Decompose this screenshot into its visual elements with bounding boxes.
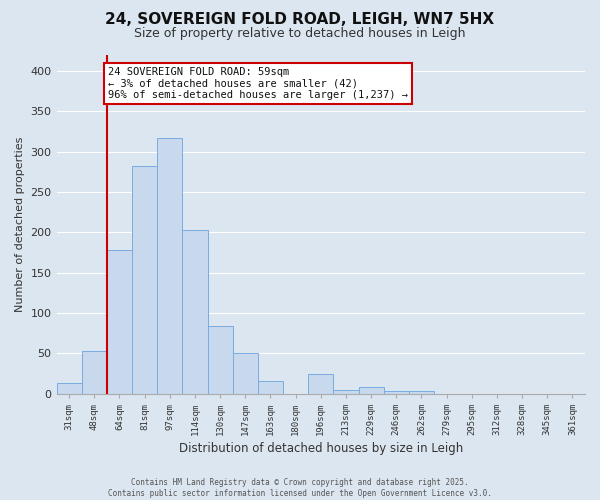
Bar <box>132 166 157 394</box>
Text: Size of property relative to detached houses in Leigh: Size of property relative to detached ho… <box>134 28 466 40</box>
Text: Contains HM Land Registry data © Crown copyright and database right 2025.
Contai: Contains HM Land Registry data © Crown c… <box>108 478 492 498</box>
Bar <box>182 230 208 394</box>
Y-axis label: Number of detached properties: Number of detached properties <box>15 136 25 312</box>
Text: 24 SOVEREIGN FOLD ROAD: 59sqm
← 3% of detached houses are smaller (42)
96% of se: 24 SOVEREIGN FOLD ROAD: 59sqm ← 3% of de… <box>108 67 408 100</box>
Bar <box>383 392 409 394</box>
Bar <box>308 374 334 394</box>
Bar <box>56 384 82 394</box>
Bar <box>107 250 132 394</box>
Bar <box>208 326 233 394</box>
Bar <box>409 390 434 394</box>
Bar <box>258 381 283 394</box>
X-axis label: Distribution of detached houses by size in Leigh: Distribution of detached houses by size … <box>179 442 463 455</box>
Bar <box>334 390 359 394</box>
Bar <box>157 138 182 394</box>
Bar <box>82 351 107 394</box>
Text: 24, SOVEREIGN FOLD ROAD, LEIGH, WN7 5HX: 24, SOVEREIGN FOLD ROAD, LEIGH, WN7 5HX <box>106 12 494 28</box>
Bar <box>359 386 383 394</box>
Bar <box>233 352 258 394</box>
